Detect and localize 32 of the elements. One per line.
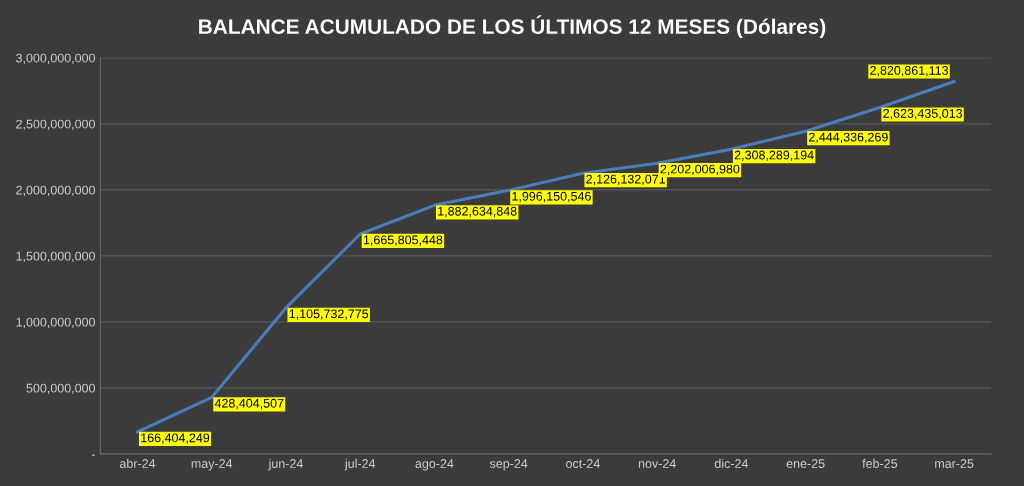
x-tick-label: dic-24 [714, 458, 749, 468]
x-tick-label: ago-24 [415, 459, 454, 471]
data-label: 1,665,805,448 [363, 235, 443, 246]
x-tick-label: nov-24 [638, 459, 676, 468]
x-tick-label: abr-24 [119, 458, 156, 468]
y-tick-label: 2,500,000,000 [16, 119, 96, 130]
y-tick-label: 1,000,000,000 [16, 317, 96, 329]
data-label: 1,882,634,848 [438, 206, 517, 218]
y-tick-label: 3,000,000,000 [16, 53, 96, 64]
data-label: 428,404,507 [214, 398, 284, 410]
y-tick-label: 1,500,000,000 [16, 251, 96, 263]
data-label: 2,308,289,194 [734, 150, 814, 161]
y-tick-label: 500,000,000 [26, 383, 96, 395]
y-tick-label: 2,000,000,000 [16, 185, 96, 196]
data-label: 2,623,435,013 [883, 109, 963, 120]
x-tick-label: mar-25 [935, 459, 974, 468]
chart-title: BALANCE ACUMULADO DE LOS ÚLTIMOS 12 MESES (Dólares) [199, 15, 826, 39]
data-label: 2,126,132,071 [586, 174, 666, 185]
data-label: 2,202,006,980 [660, 164, 740, 175]
data-label: 1,996,150,546 [512, 191, 591, 203]
x-tick-label: ene-25 [786, 459, 825, 468]
y-tick-label: - [91, 454, 95, 456]
data-label: 166,404,249 [141, 433, 210, 444]
data-label: 1,105,732,775 [289, 309, 369, 320]
x-tick-label: oct-24 [566, 459, 600, 468]
data-label: 2,444,336,269 [809, 132, 888, 143]
x-tick-label: feb-25 [862, 458, 898, 468]
x-tick-label: jun-24 [268, 458, 303, 471]
data-label: 2,820,861,113 [870, 66, 949, 77]
x-tick-label: sep-24 [489, 459, 528, 471]
x-tick-label: may-24 [191, 459, 233, 471]
x-tick-label: jul-24 [344, 458, 376, 471]
